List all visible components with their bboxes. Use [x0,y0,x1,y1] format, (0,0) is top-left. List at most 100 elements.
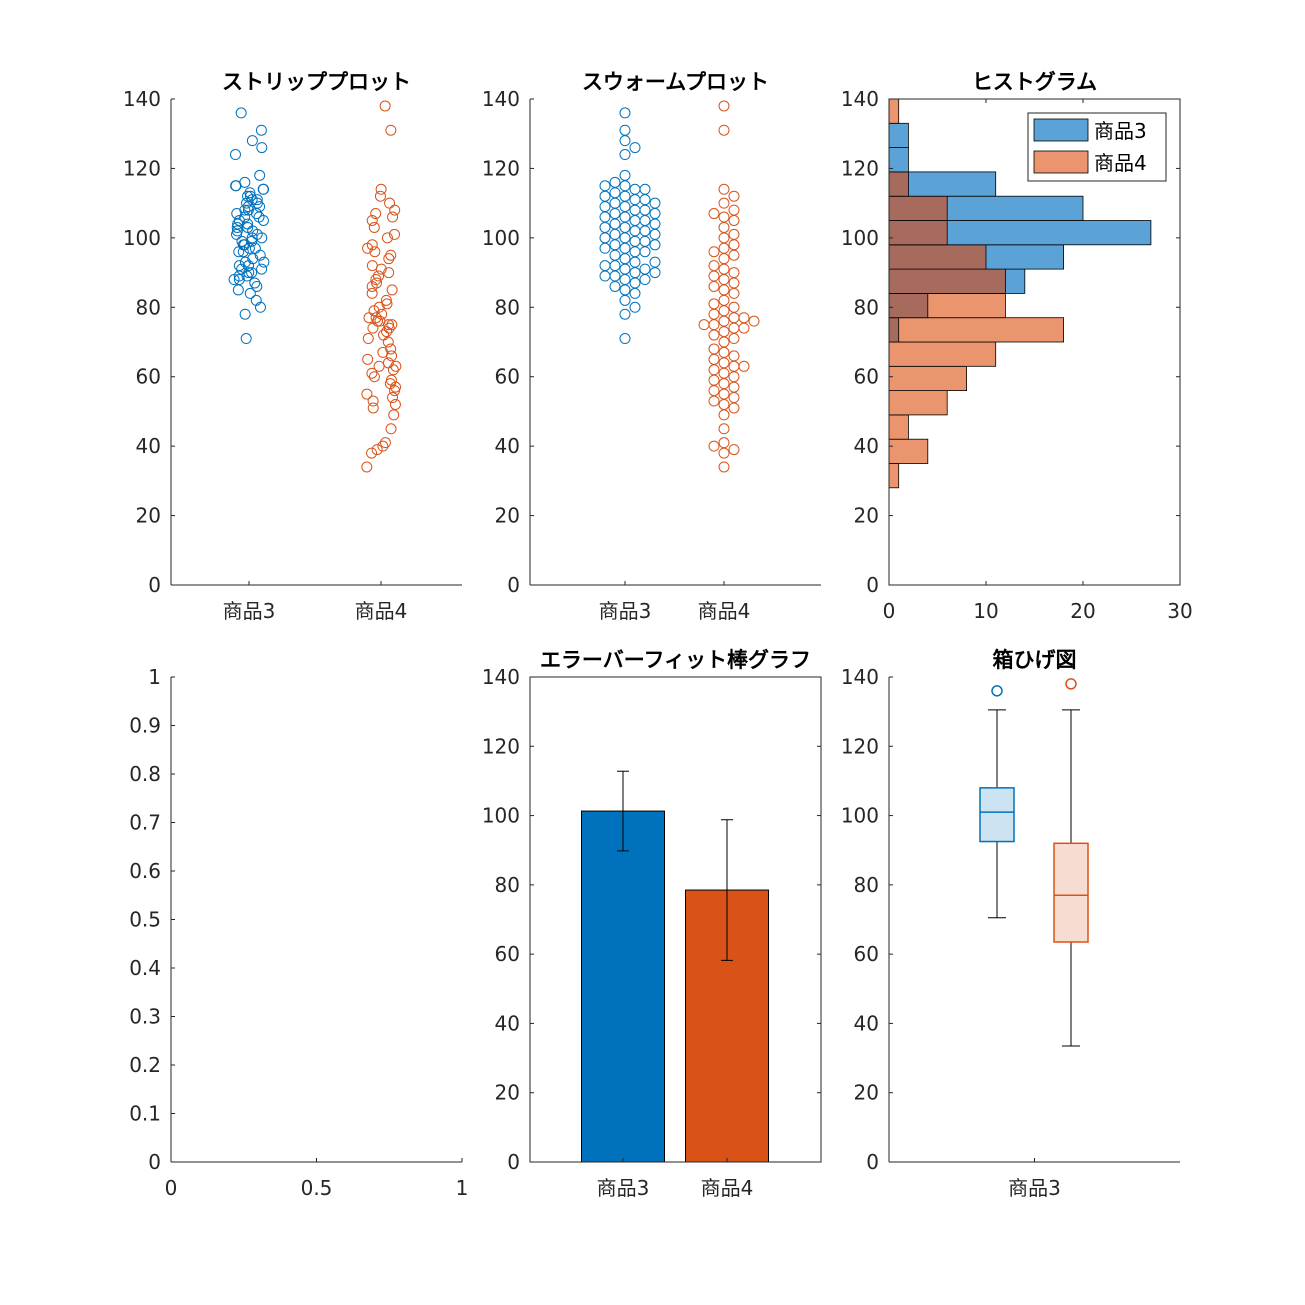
data-point [387,392,399,404]
legend-label: 商品3 [1094,119,1147,143]
data-point [698,319,710,331]
data-point [708,246,720,258]
data-point [619,169,631,181]
panel-title: ヒストグラム [972,70,1097,94]
data-point [619,124,631,136]
y-tick-label: 0.3 [129,1005,161,1029]
y-tick-label: 100 [482,226,520,250]
x-tick-label: 商品3 [1008,1176,1061,1200]
data-point [246,135,258,147]
x-tick-label: 0 [165,1176,178,1200]
panel-title: 箱ひげ図 [993,648,1077,672]
histogram-bar [888,317,1065,343]
data-point [251,280,263,292]
axes-box [888,98,1181,586]
data-point [388,409,400,421]
y-tick-label: 0.2 [129,1053,161,1077]
data-point [239,256,251,268]
y-tick-label: 0.5 [129,908,161,932]
data-point [708,440,720,452]
y-tick-label: 60 [854,365,879,389]
data-point [728,267,740,279]
histogram-bar-overlap [888,268,1006,294]
data-point [382,336,394,348]
y-tick-label: 120 [841,156,879,180]
data-point [237,246,249,258]
data-point [728,204,740,216]
data-point [389,398,401,410]
data-point [728,301,740,313]
outlier-point [1065,678,1077,690]
data-point [718,423,730,435]
x-tick-label: 20 [1070,599,1095,623]
y-tick-label: 0.9 [129,714,161,738]
data-point [257,183,269,195]
y-tick-label: 140 [841,87,879,111]
data-point [242,201,254,213]
data-point [373,360,385,372]
y-tick-label: 140 [482,665,520,689]
data-point [361,388,373,400]
y-tick-label: 0 [148,1150,161,1174]
data-point [373,270,385,282]
data-point [375,183,387,195]
y-tick-label: 40 [854,1011,879,1035]
histogram-bar-overlap [888,317,900,343]
data-point [629,301,641,313]
data-point [389,204,401,216]
panel-title: エラーバーフィット棒グラフ [540,648,811,672]
x-tick-label: 0.5 [301,1176,333,1200]
data-point [367,402,379,414]
legend-swatch [1033,118,1089,142]
y-tick-label: 0.6 [129,859,161,883]
data-point [718,197,730,209]
data-point [718,100,730,112]
x-tick-label: 商品4 [701,1176,754,1200]
box [979,787,1015,843]
y-tick-label: 40 [136,434,161,458]
data-point [366,215,378,226]
data-point [250,208,262,220]
data-point [619,149,631,161]
y-tick-label: 20 [495,504,520,528]
data-point [233,274,245,286]
histogram-bar-overlap [888,292,929,319]
histogram-bar [888,122,909,149]
x-tick-label: 商品4 [698,599,751,623]
x-tick-label: 0 [883,599,896,623]
data-point [366,287,378,299]
data-point [380,294,392,306]
y-tick-label: 80 [854,873,879,897]
data-point [236,263,248,275]
data-point [381,232,393,244]
data-point [379,100,391,112]
data-point [728,444,740,456]
y-tick-label: 140 [841,665,879,689]
data-point [366,280,378,292]
y-tick-label: 100 [482,804,520,828]
x-tick-label: 30 [1167,599,1192,623]
data-point [381,326,393,338]
data-point [381,298,393,310]
axes-box [529,676,822,1163]
data-point [367,395,379,407]
data-point [385,423,397,435]
histogram-bar [888,390,948,416]
data-point [232,284,244,296]
y-tick-label: 20 [854,1081,879,1105]
data-point [243,260,255,272]
y-tick-label: 60 [854,942,879,966]
data-point [379,437,391,449]
y-tick-label: 0 [148,573,161,597]
data-point [229,149,241,161]
y-tick-label: 0.4 [129,956,161,980]
data-point [649,256,661,268]
y-tick-label: 0.8 [129,762,161,786]
histogram-bar [888,414,909,440]
data-point [228,274,240,286]
data-point [708,343,720,355]
data-point [235,107,247,119]
y-tick-label: 120 [841,734,879,758]
data-point [619,333,631,345]
